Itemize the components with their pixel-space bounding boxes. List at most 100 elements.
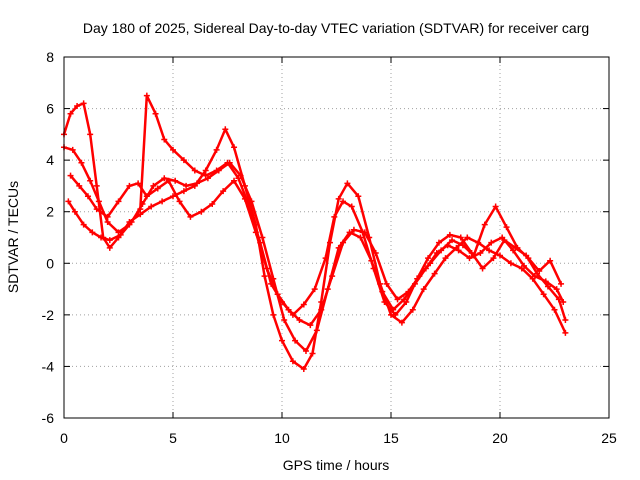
data-point <box>104 213 111 220</box>
data-point <box>170 146 176 153</box>
data-point <box>544 283 551 290</box>
data-point <box>560 298 567 305</box>
data-point <box>95 198 102 205</box>
data-point <box>154 185 161 192</box>
data-point <box>65 198 72 205</box>
data-point <box>289 358 296 365</box>
data-point <box>148 203 155 210</box>
data-point <box>431 270 438 277</box>
y-axis-label: SDTVAR / TECUs <box>5 181 21 293</box>
data-point <box>220 188 227 195</box>
data-point <box>547 257 554 264</box>
data-point <box>540 291 547 298</box>
data-point <box>93 206 100 213</box>
y-tick-label: -6 <box>42 410 55 426</box>
data-point <box>510 247 517 254</box>
data-point <box>259 234 266 241</box>
data-point <box>507 260 514 267</box>
data-point <box>231 144 238 151</box>
data-point <box>183 182 190 189</box>
x-tick-label: 0 <box>60 430 68 446</box>
data-point <box>322 255 329 262</box>
data-point <box>553 286 560 293</box>
data-point <box>231 177 238 184</box>
data-point <box>457 234 464 241</box>
data-point <box>455 247 462 254</box>
data-point <box>172 177 179 184</box>
y-tick-label: 6 <box>46 101 54 117</box>
data-point <box>76 182 83 189</box>
data-point <box>520 262 527 269</box>
data-point <box>193 180 200 187</box>
data-point <box>551 306 558 313</box>
x-tick-label: 20 <box>492 430 508 446</box>
data-point <box>405 288 412 295</box>
data-point <box>503 224 510 231</box>
data-point <box>514 244 521 251</box>
data-point <box>117 231 124 238</box>
data-point <box>392 311 399 318</box>
data-point <box>137 211 144 218</box>
series-line-trace-1 <box>62 102 567 371</box>
data-point <box>427 260 434 267</box>
chart-title: Day 180 of 2025, Sidereal Day-to-day VTE… <box>83 20 589 36</box>
data-point <box>143 193 150 200</box>
data-point <box>165 177 172 184</box>
data-point <box>340 239 347 246</box>
data-point <box>409 306 416 313</box>
data-point <box>139 200 146 207</box>
data-point <box>381 298 388 305</box>
data-point <box>562 329 569 336</box>
series-points-trace-2 <box>61 92 569 324</box>
data-point <box>261 273 268 280</box>
data-point <box>379 288 386 295</box>
data-point <box>89 229 96 236</box>
data-point <box>466 255 473 262</box>
data-point <box>159 198 166 205</box>
data-point <box>180 157 187 164</box>
data-point <box>394 296 401 303</box>
data-point <box>104 219 111 226</box>
data-point <box>67 172 74 179</box>
data-point <box>300 301 307 308</box>
data-point <box>215 167 222 174</box>
y-tick-label: -2 <box>42 307 55 323</box>
y-tick-label: 0 <box>46 255 54 271</box>
data-point <box>213 146 220 153</box>
data-point <box>226 159 233 166</box>
data-point <box>542 278 549 285</box>
data-point <box>274 291 281 298</box>
data-point <box>126 182 133 189</box>
data-point <box>180 188 187 195</box>
axis-ticks: 0 5 10 15 20 25 -6 -4 -2 0 2 4 6 8 <box>42 49 617 446</box>
data-point <box>340 198 347 205</box>
data-point <box>296 317 303 324</box>
series-points-trace-3 <box>65 159 567 354</box>
data-point <box>84 193 91 200</box>
data-point <box>492 203 499 210</box>
data-point <box>318 306 325 313</box>
data-point <box>470 252 477 259</box>
data-point <box>93 182 100 189</box>
data-point <box>309 350 316 357</box>
data-point <box>348 203 355 210</box>
data-point <box>442 255 449 262</box>
plot-frame <box>63 56 610 419</box>
data-point <box>135 180 142 187</box>
data-point <box>331 213 338 220</box>
y-tick-label: 4 <box>46 152 54 168</box>
data-point <box>241 195 248 202</box>
data-point <box>425 255 432 262</box>
data-point <box>486 247 493 254</box>
data-point <box>490 255 497 262</box>
data-point <box>562 317 569 324</box>
data-point <box>71 208 78 215</box>
data-point <box>80 100 87 107</box>
data-point <box>479 265 486 272</box>
data-point <box>98 234 105 241</box>
data-point <box>106 244 113 251</box>
data-point <box>187 213 194 220</box>
data-point <box>438 247 445 254</box>
data-point <box>390 306 397 313</box>
